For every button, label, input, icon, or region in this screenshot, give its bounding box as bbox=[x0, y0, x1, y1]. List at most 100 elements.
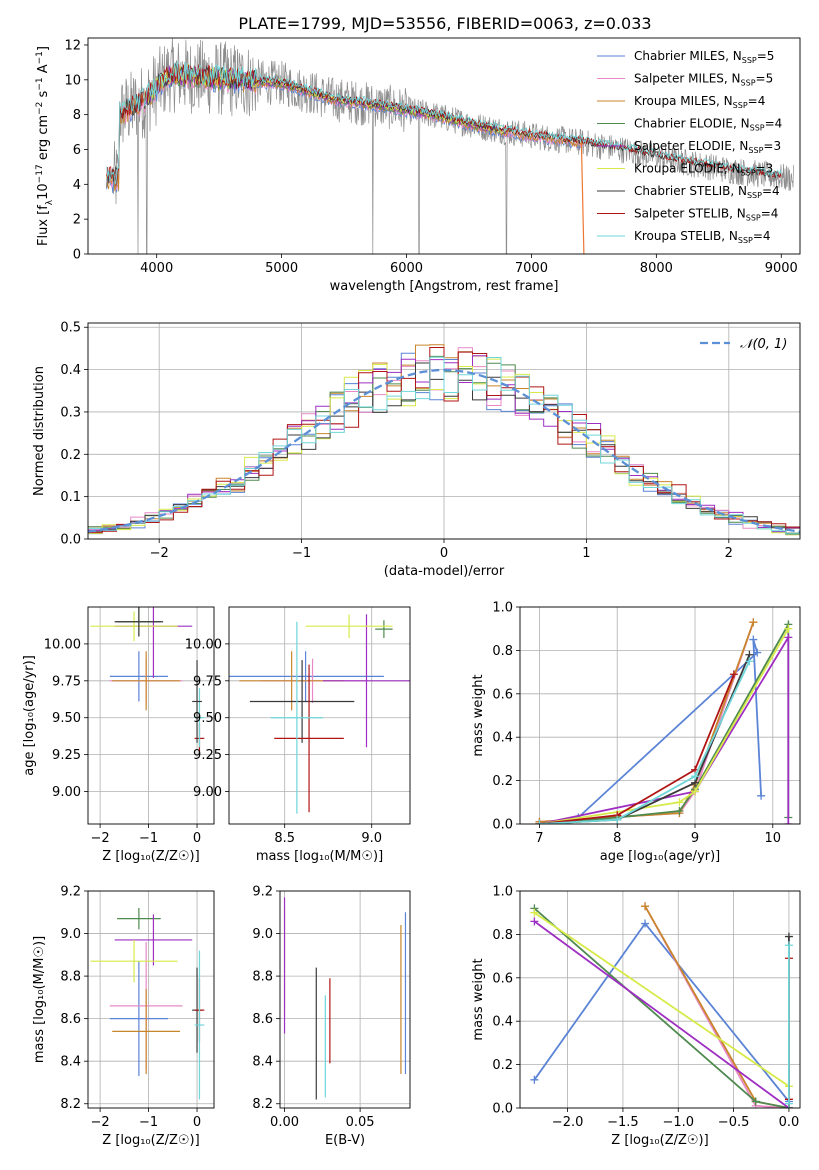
x-tick-label: −1 bbox=[292, 546, 311, 561]
legend-suffix: =5 bbox=[757, 49, 775, 63]
legend-sub: SSP bbox=[733, 101, 748, 110]
legend-sub: SSP bbox=[747, 191, 762, 200]
weight-marker bbox=[691, 772, 699, 781]
model-cutoff bbox=[580, 142, 585, 254]
y-tick-label: 0.4 bbox=[492, 1015, 513, 1030]
legend-suffix: =4 bbox=[748, 94, 766, 108]
y-tick-label: 0.4 bbox=[492, 731, 513, 746]
weight-marker bbox=[675, 806, 684, 815]
legend-text: Kroupa STELIB, N bbox=[634, 229, 738, 243]
weight-marker bbox=[535, 820, 544, 824]
legend-label: Salpeter ELODIE, NSSP=3 bbox=[634, 139, 781, 155]
x-tick-label: −2.0 bbox=[552, 1115, 584, 1130]
y-label-part: λ bbox=[45, 199, 55, 205]
weight-marker bbox=[784, 624, 793, 633]
weight-marker bbox=[749, 635, 758, 644]
plot-area bbox=[535, 618, 793, 824]
y-tick-label: 8.4 bbox=[60, 1055, 81, 1070]
legend-text: Salpeter ELODIE, N bbox=[634, 139, 748, 153]
legend-label: Kroupa MILES, NSSP=4 bbox=[634, 94, 765, 110]
plot-area bbox=[90, 908, 205, 1100]
y-axis-label: Normed distribution bbox=[32, 366, 47, 496]
axes-age-vs-Z: −2 −1 0 9.00 9.25 9.50 9.75 10.00 Z [log₁₀(Z/Z☉)… bbox=[22, 606, 215, 864]
x-axis-label: mass [log₁₀(M/M☉)] bbox=[256, 849, 383, 864]
y-tick-label: 8.4 bbox=[252, 1055, 273, 1070]
x-tick-label: 8 bbox=[613, 831, 621, 846]
x-tick-label: 0.00 bbox=[270, 1115, 299, 1130]
y-tick-label: 10 bbox=[64, 73, 81, 88]
x-axis-label: Z [log₁₀(Z/Z☉)] bbox=[102, 1133, 199, 1148]
x-tick-label: 7000 bbox=[515, 261, 548, 276]
legend-suffix: =4 bbox=[761, 207, 779, 221]
y-tick-label: 0.1 bbox=[60, 490, 81, 505]
y-tick-label: 0 bbox=[73, 248, 81, 263]
y-tick-label: 0.2 bbox=[492, 774, 513, 789]
weight-marker bbox=[753, 648, 762, 657]
axes-frame bbox=[87, 322, 801, 540]
legend-label: Kroupa STELIB, NSSP=4 bbox=[634, 229, 771, 245]
x-tick-label: −2 bbox=[150, 546, 169, 561]
legend-sub: SSP bbox=[748, 146, 763, 155]
x-axis-label: wavelength [Angstrom, rest frame] bbox=[330, 279, 559, 294]
axes-spectrum: 4000 5000 6000 7000 8000 9000 0 2 4 6 8 10 12 wavelen… bbox=[35, 37, 801, 294]
x-tick-label: 1 bbox=[582, 546, 590, 561]
legend-text: Kroupa MILES, N bbox=[634, 94, 733, 108]
x-tick-label: 9.0 bbox=[361, 831, 382, 846]
x-tick-label: −1 bbox=[139, 831, 158, 846]
axes-frame bbox=[519, 606, 801, 825]
y-tick-label: 8 bbox=[73, 108, 81, 123]
y-tick-label: 8.8 bbox=[252, 970, 273, 985]
weight-marker bbox=[530, 917, 539, 926]
y-tick-label: 8.2 bbox=[60, 1097, 81, 1112]
y-tick-label: 0.3 bbox=[60, 405, 81, 420]
y-tick-label: 12 bbox=[64, 38, 81, 53]
weight-line-salpeter-miles bbox=[644, 905, 789, 1108]
y-tick-label: 6 bbox=[73, 143, 81, 158]
x-tick-label: 0.0 bbox=[779, 1115, 800, 1130]
y-label-part: −1 bbox=[35, 77, 45, 90]
y-label-part: −1 bbox=[35, 51, 45, 64]
x-tick-label: −2 bbox=[91, 1115, 110, 1130]
axes-mass-vs-EBV: 0.00 0.05 8.2 8.4 8.6 8.8 9.0 9.2 E(B-V) bbox=[252, 885, 411, 1148]
legend-suffix: =4 bbox=[762, 184, 780, 198]
y-tick-label: 10.00 bbox=[185, 637, 222, 652]
weight-line-kroupa-elodie bbox=[533, 911, 790, 1088]
axes-frame bbox=[279, 890, 411, 1109]
y-tick-label: 0.0 bbox=[492, 1102, 513, 1117]
weight-line-chabrier-miles bbox=[577, 639, 762, 819]
x-tick-label: −0.5 bbox=[718, 1115, 750, 1130]
plot-area bbox=[88, 344, 800, 536]
weight-line-salpeter-elodie bbox=[539, 634, 790, 824]
gaussian-curve bbox=[88, 368, 800, 533]
axes-age-vs-mass: 8.5 9.0 9.00 9.25 9.50 9.75 10.00 mass [log₁₀(M… bbox=[185, 606, 411, 864]
legend-text: Chabrier MILES, N bbox=[634, 49, 742, 63]
y-axis-label: mass [log₁₀(M/M☉)] bbox=[32, 936, 47, 1063]
y-tick-label: 9.25 bbox=[52, 748, 81, 763]
legend-suffix: =3 bbox=[763, 139, 781, 153]
x-tick-label: 8.5 bbox=[274, 831, 295, 846]
x-tick-label: 7 bbox=[535, 831, 543, 846]
x-tick-label: −1.0 bbox=[662, 1115, 694, 1130]
y-label-part: erg cm bbox=[36, 115, 51, 164]
plot-area bbox=[530, 902, 793, 1108]
y-tick-label: 9.0 bbox=[60, 927, 81, 942]
y-label-part: ] bbox=[36, 46, 51, 51]
weight-marker bbox=[757, 791, 766, 800]
legend-label: Chabrier MILES, NSSP=5 bbox=[634, 49, 774, 65]
weight-marker bbox=[729, 670, 738, 679]
plot-area bbox=[229, 614, 410, 814]
model-spectrum-kroupa-stelib bbox=[106, 61, 782, 185]
plot-area bbox=[90, 607, 205, 754]
legend-label: Kroupa ELODIE, NSSP=3 bbox=[634, 162, 773, 178]
legend-sub: SSP bbox=[746, 214, 761, 223]
x-tick-label: 10 bbox=[765, 831, 782, 846]
y-label-part: A bbox=[36, 64, 51, 77]
y-tick-label: 9.2 bbox=[252, 885, 273, 900]
weight-line-kroupa-miles bbox=[644, 905, 790, 1108]
x-tick-label: 9 bbox=[691, 831, 699, 846]
legend-label: Salpeter STELIB, NSSP=4 bbox=[634, 207, 778, 223]
y-tick-label: 9.75 bbox=[52, 674, 81, 689]
x-tick-label: 0 bbox=[193, 1115, 201, 1130]
axes-mass-vs-Z: −2 −1 0 8.2 8.4 8.6 8.8 9.0 9.2 Z [log₁₀(Z/Z☉)] ma… bbox=[32, 885, 215, 1148]
weight-marker bbox=[530, 908, 539, 917]
